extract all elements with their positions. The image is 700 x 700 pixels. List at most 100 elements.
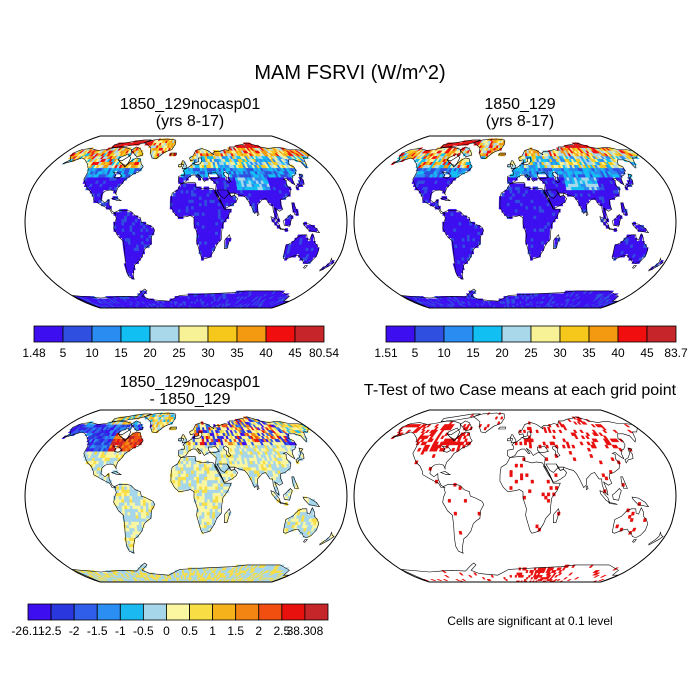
grid-cell [447, 221, 451, 226]
grid-cell [504, 199, 508, 203]
coastline-segment [303, 265, 309, 269]
grid-cell [541, 241, 545, 245]
grid-cell [466, 228, 470, 232]
grid-cell [201, 202, 205, 207]
grid-cell [517, 202, 521, 207]
grid-cell [191, 209, 195, 213]
grid-cell [115, 218, 120, 223]
grid-cell [204, 218, 208, 223]
grid-cell [627, 173, 633, 178]
grid-cell [203, 253, 207, 258]
grid-cell [535, 202, 540, 207]
grid-cell [509, 205, 513, 210]
grid-cell [129, 231, 133, 235]
grid-cell [214, 202, 219, 207]
grid-cell [118, 212, 123, 216]
grid-cell [506, 205, 510, 210]
grid-cell [535, 189, 539, 194]
grid-cell [218, 218, 222, 223]
grid-cell [145, 225, 149, 229]
grid-cell [543, 202, 548, 207]
grid-cell [172, 196, 176, 200]
grid-cell [536, 221, 540, 226]
grid-cell [530, 244, 534, 248]
grid-cell [453, 215, 457, 219]
grid-cell [209, 231, 213, 235]
grid-cell [517, 212, 521, 216]
grid-cell [204, 244, 208, 248]
grid-cell [185, 183, 189, 187]
grid-cell [204, 231, 208, 235]
grid-cell [116, 225, 120, 229]
grid-cell [514, 189, 518, 194]
grid-cell [541, 199, 545, 203]
grid-cell [521, 170, 525, 175]
grid-cell [472, 228, 476, 232]
grid-cell [501, 193, 505, 197]
grid-cell [201, 225, 206, 229]
grid-cell [525, 202, 529, 207]
grid-cell [222, 202, 227, 207]
grid-cell [536, 218, 540, 223]
grid-cell [124, 221, 128, 226]
grid-cell [509, 196, 513, 200]
grid-cell [509, 199, 513, 203]
grid-cell [209, 202, 213, 207]
grid-cell [530, 199, 534, 203]
grid-cell [463, 218, 467, 223]
grid-cell [519, 167, 523, 172]
grid-cell [199, 199, 203, 203]
grid-cell [252, 205, 256, 210]
grid-cell [132, 225, 136, 229]
grid-cell [522, 202, 526, 207]
grid-cell [220, 215, 224, 219]
grid-cell [544, 221, 548, 226]
grid-cell [193, 202, 197, 207]
grid-cell [456, 150, 461, 154]
grid-cell [466, 225, 470, 229]
grid-cell [528, 241, 532, 245]
grid-cell [198, 196, 203, 200]
panel-title-top-left-line2: (yrs 8-17) [155, 113, 225, 130]
grid-cell [183, 296, 187, 299]
grid-cell [185, 193, 189, 197]
grid-cell [215, 231, 219, 235]
grid-cell [546, 231, 550, 235]
grid-cell [474, 237, 479, 242]
grid-cell [207, 234, 211, 239]
grid-cell [188, 183, 192, 187]
grid-cell [532, 193, 537, 197]
grid-cell [204, 209, 208, 213]
grid-cell [530, 202, 534, 207]
coastline-segment [226, 189, 236, 197]
grid-cell [201, 193, 205, 197]
grid-cell [543, 237, 548, 242]
grid-cell [121, 212, 125, 216]
grid-cell [538, 225, 542, 229]
grid-cell [217, 209, 221, 213]
grid-cell [137, 218, 141, 223]
grid-cell [206, 186, 210, 191]
coastline-segment [295, 173, 305, 190]
grid-cell [527, 193, 531, 197]
grid-cell [416, 147, 424, 151]
grid-cell [447, 225, 451, 229]
grid-cell [467, 241, 471, 245]
grid-cell [198, 193, 202, 197]
grid-cell [501, 199, 505, 203]
grid-cell [121, 221, 125, 226]
grid-cell [204, 212, 208, 216]
grid-cell [137, 228, 141, 232]
grid-cell [207, 209, 211, 213]
grid-cell [207, 221, 211, 226]
grid-cell [535, 237, 540, 242]
grid-cell [185, 189, 189, 194]
grid-cell [193, 218, 197, 223]
grid-cell [517, 205, 521, 210]
grid-cell [201, 218, 205, 223]
grid-cell [461, 231, 465, 235]
grid-cell [127, 234, 131, 239]
grid-cell [541, 228, 545, 232]
grid-cell [132, 221, 136, 226]
grid-cell [199, 205, 203, 210]
